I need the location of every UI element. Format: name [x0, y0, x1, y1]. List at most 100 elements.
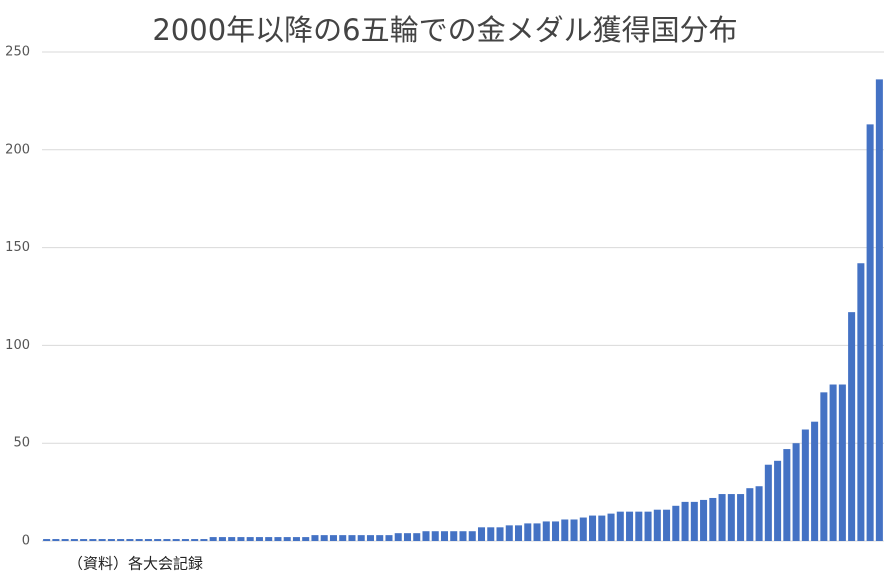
- bar: [403, 533, 411, 541]
- bar: [607, 513, 615, 541]
- bar: [579, 517, 587, 541]
- bar: [450, 531, 458, 541]
- bar: [589, 515, 597, 541]
- bar: [542, 521, 550, 541]
- bar: [477, 527, 486, 541]
- bar: [496, 527, 504, 541]
- bar: [857, 263, 865, 541]
- bar: [838, 384, 846, 541]
- bar: [413, 533, 421, 541]
- bar: [533, 523, 541, 541]
- bar: [626, 511, 634, 541]
- bar: [644, 511, 652, 541]
- bar: [376, 535, 384, 541]
- bar: [339, 535, 347, 541]
- bar: [468, 531, 476, 541]
- bar: [52, 539, 60, 541]
- bar: [61, 539, 69, 541]
- bar: [774, 460, 782, 541]
- bar: [700, 499, 708, 541]
- bar: [80, 539, 88, 541]
- bar: [70, 539, 78, 541]
- bar: [709, 497, 717, 541]
- bar: [848, 312, 856, 541]
- bar: [811, 421, 819, 541]
- bar: [820, 392, 828, 541]
- source-note: （資料）各大会記録: [68, 555, 203, 573]
- bar: [246, 537, 254, 541]
- bar: [570, 519, 578, 541]
- y-tick-label: 100: [5, 338, 30, 353]
- bar: [89, 539, 97, 541]
- bar: [431, 531, 439, 541]
- bar: [117, 539, 125, 541]
- bar: [672, 505, 680, 541]
- y-tick-label: 0: [22, 534, 30, 549]
- bar: [218, 537, 226, 541]
- y-tick-label: 200: [5, 142, 30, 157]
- bar: [422, 531, 430, 541]
- bar: [144, 539, 152, 541]
- bar: [524, 523, 532, 541]
- bar: [792, 443, 800, 541]
- bar: [191, 539, 199, 541]
- bar: [311, 535, 319, 541]
- bar: [43, 539, 51, 541]
- bar: [163, 539, 171, 541]
- bar: [718, 494, 726, 541]
- bar: [440, 531, 449, 541]
- bar: [755, 486, 763, 541]
- bar: [329, 535, 337, 541]
- bar: [366, 535, 374, 541]
- bar: [200, 539, 208, 541]
- bar: [98, 539, 106, 541]
- bar: [487, 527, 495, 541]
- bar: [154, 539, 162, 541]
- bar: [283, 537, 291, 541]
- bar: [459, 531, 467, 541]
- bar: [265, 537, 273, 541]
- bar: [385, 535, 393, 541]
- bar: [515, 525, 523, 541]
- bar: [172, 539, 180, 541]
- bar: [181, 539, 189, 541]
- bar: [237, 537, 245, 541]
- bar: [829, 384, 837, 541]
- bar: [737, 494, 745, 541]
- bar: [348, 535, 356, 541]
- bar: [274, 537, 282, 541]
- bar: [663, 509, 671, 541]
- bar: [783, 449, 791, 541]
- bar: [228, 537, 236, 541]
- bar: [107, 539, 115, 541]
- bar: [209, 537, 217, 541]
- y-tick-label: 250: [5, 45, 30, 60]
- bar: [292, 537, 300, 541]
- bar: [681, 501, 689, 541]
- bar: [357, 535, 365, 541]
- bar: [635, 511, 643, 541]
- bar: [653, 509, 661, 541]
- bar: [616, 511, 624, 541]
- bar: [727, 494, 735, 541]
- bar: [598, 515, 606, 541]
- bar: [690, 501, 698, 541]
- bar: [394, 533, 402, 541]
- bar: [561, 519, 569, 541]
- chart-title: 2000年以降の6五輪での金メダル獲得国分布: [152, 13, 737, 47]
- bar: [126, 539, 134, 541]
- y-tick-label: 150: [5, 240, 30, 255]
- bar: [875, 79, 883, 541]
- bar: [552, 521, 560, 541]
- bar: [302, 537, 310, 541]
- bar: [746, 488, 754, 541]
- bar: [135, 539, 143, 541]
- y-tick-label: 50: [13, 436, 30, 451]
- bar: [866, 124, 874, 541]
- bar: [320, 535, 328, 541]
- bar: [255, 537, 263, 541]
- bar: [801, 429, 809, 541]
- bar: [505, 525, 513, 541]
- bar: [764, 464, 772, 541]
